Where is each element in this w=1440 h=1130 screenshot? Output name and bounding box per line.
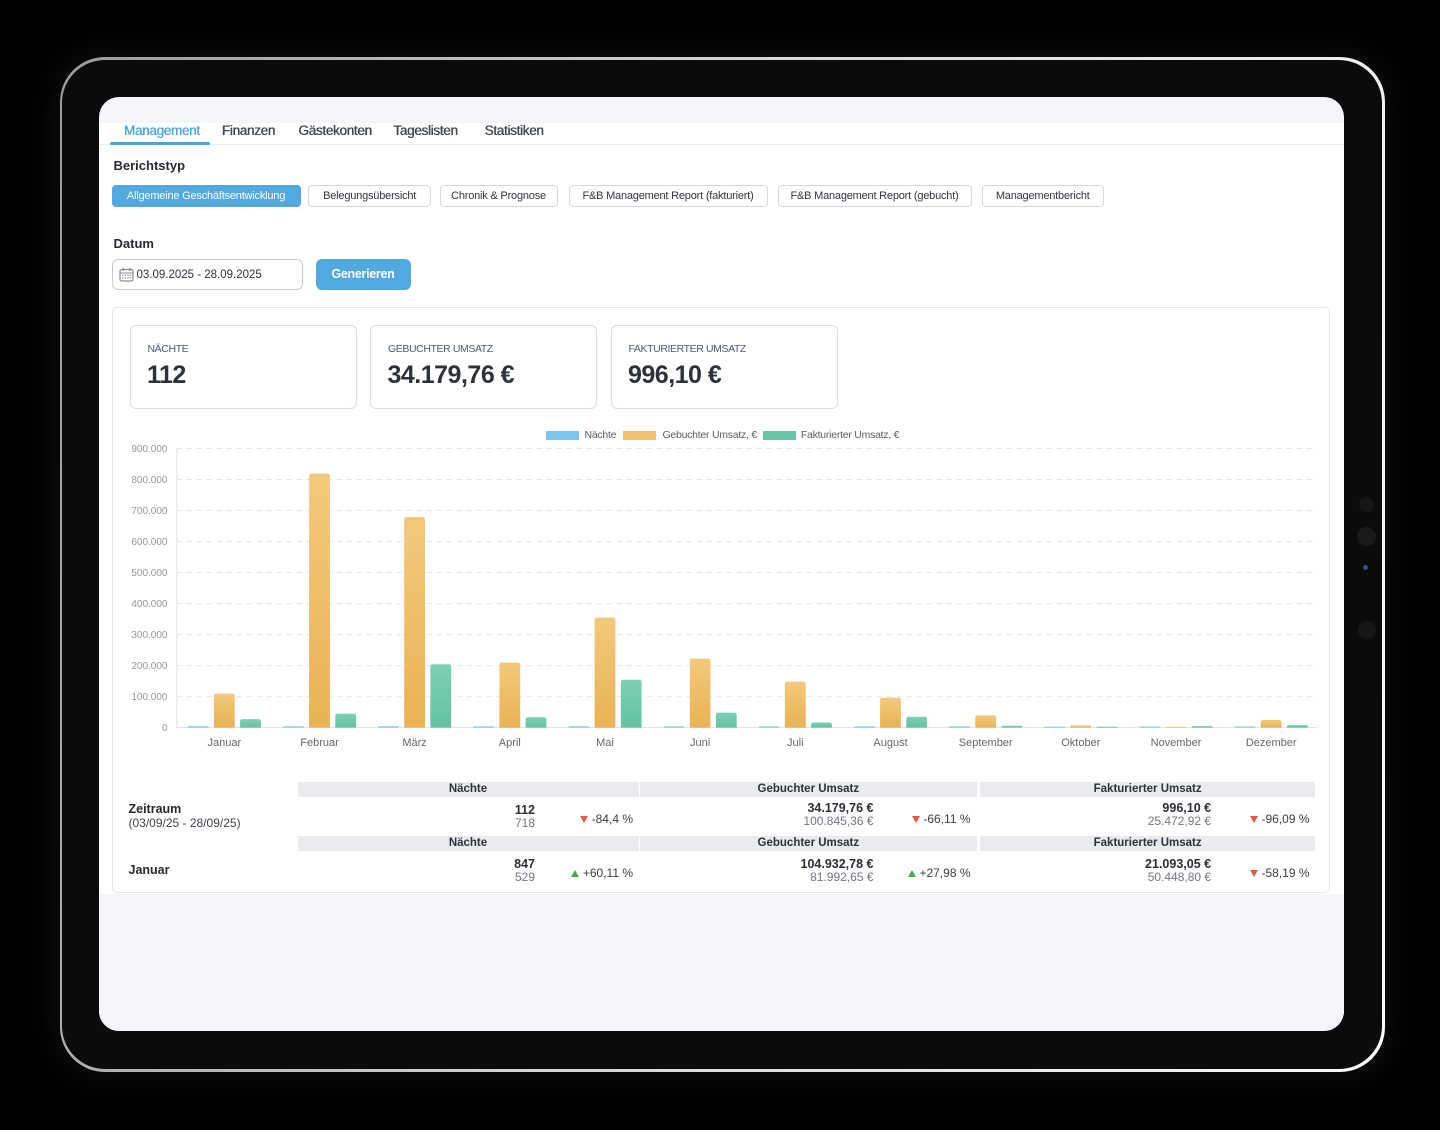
svg-text:600.000: 600.000 [131,537,168,548]
svg-text:April: April [498,737,520,749]
svg-text:Januar: Januar [207,737,241,749]
svg-text:900.000: 900.000 [131,444,168,455]
svg-text:März: März [402,737,426,749]
svg-text:100.000: 100.000 [131,692,168,703]
svg-text:500.000: 500.000 [131,568,168,579]
svg-text:0: 0 [161,723,167,734]
svg-text:Mai: Mai [596,737,614,749]
svg-text:November: November [1150,737,1201,749]
svg-text:Juli: Juli [787,737,804,749]
svg-text:August: August [873,737,907,749]
svg-text:800.000: 800.000 [131,475,168,486]
svg-text:300.000: 300.000 [131,630,168,641]
svg-text:200.000: 200.000 [131,661,168,672]
svg-text:Juni: Juni [690,737,710,749]
svg-text:400.000: 400.000 [131,599,168,610]
svg-text:700.000: 700.000 [131,506,168,517]
svg-text:Oktober: Oktober [1061,737,1100,749]
svg-text:Dezember: Dezember [1245,737,1296,749]
svg-text:September: September [958,737,1012,749]
svg-text:Februar: Februar [300,737,339,749]
